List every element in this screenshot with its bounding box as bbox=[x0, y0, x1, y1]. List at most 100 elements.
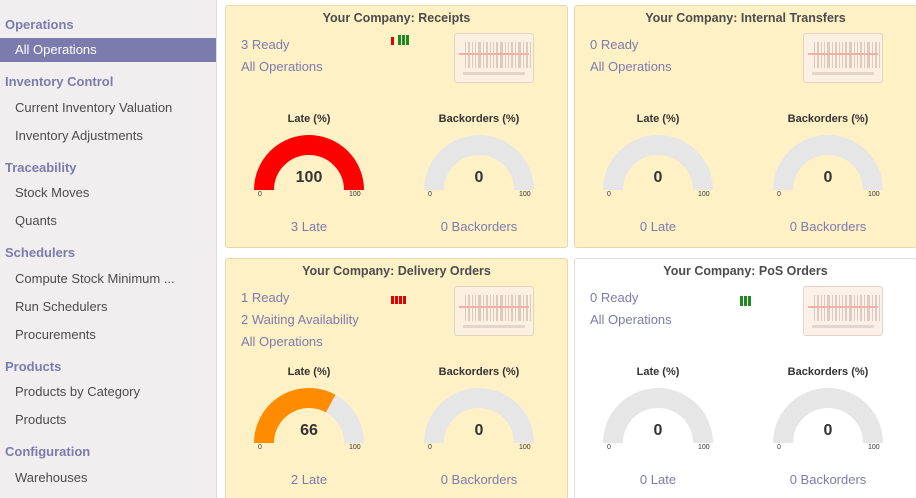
late-value: 0 bbox=[653, 422, 663, 439]
gauge-track bbox=[773, 388, 883, 444]
card-link[interactable]: All Operations bbox=[241, 59, 323, 74]
backorders-gauge-arc bbox=[424, 135, 534, 191]
sidebar-item[interactable]: Procurements bbox=[15, 327, 96, 342]
backorders-gauge-arc bbox=[773, 135, 883, 191]
backorders-value: 0 bbox=[474, 422, 484, 439]
backorders-label: Backorders (%) bbox=[438, 366, 520, 378]
sidebar-section-traceability: Traceability bbox=[5, 160, 77, 175]
status-bar bbox=[740, 296, 743, 306]
late-gauge: Late (%) 0 0 100 0 Late bbox=[598, 113, 718, 234]
sidebar-item[interactable]: Run Schedulers bbox=[15, 299, 108, 314]
card-link[interactable]: All Operations bbox=[590, 59, 672, 74]
backorders-value: 0 bbox=[823, 169, 833, 186]
operation-card: Your Company: Internal Transfers 0 Ready A… bbox=[574, 5, 916, 248]
late-value: 100 bbox=[295, 169, 323, 186]
status-bar bbox=[406, 35, 409, 45]
backorders-footer-link[interactable]: 0 Backorders bbox=[789, 472, 867, 487]
operation-card: Your Company: PoS Orders 0 Ready All Opera… bbox=[574, 258, 916, 498]
gauge-max-label: 100 bbox=[519, 444, 531, 451]
backorders-gauge: Backorders (%) 0 0 100 0 Backorders bbox=[419, 113, 539, 234]
late-gauge-arc bbox=[254, 388, 364, 444]
gauge-fill bbox=[254, 388, 336, 444]
backorders-footer-link[interactable]: 0 Backorders bbox=[440, 219, 518, 234]
backorders-label: Backorders (%) bbox=[787, 113, 869, 125]
gauge-max-label: 100 bbox=[698, 191, 710, 198]
late-gauge-arc bbox=[254, 135, 364, 191]
late-footer-link[interactable]: 0 Late bbox=[639, 472, 677, 487]
backorders-gauge-arc bbox=[424, 388, 534, 444]
sidebar-item[interactable]: Current Inventory Valuation bbox=[15, 100, 173, 115]
status-bar bbox=[391, 37, 394, 45]
barcode-icon bbox=[803, 33, 887, 83]
barcode-lines bbox=[459, 42, 538, 75]
gauge-max-label: 100 bbox=[519, 191, 531, 198]
sidebar: Operations All Operations Inventory Contro… bbox=[0, 0, 217, 498]
card-link[interactable]: 0 Ready bbox=[590, 290, 639, 305]
late-footer-link[interactable]: 2 Late bbox=[290, 472, 328, 487]
backorders-footer-link[interactable]: 0 Backorders bbox=[440, 472, 518, 487]
status-bars bbox=[391, 296, 406, 304]
status-bar bbox=[748, 296, 751, 306]
backorders-footer-link[interactable]: 0 Backorders bbox=[789, 219, 867, 234]
card-title[interactable]: Your Company: Receipts bbox=[322, 11, 471, 25]
late-gauge: Late (%) 0 0 100 0 Late bbox=[598, 366, 718, 487]
sidebar-item[interactable]: Warehouses bbox=[15, 470, 88, 485]
status-bar bbox=[403, 296, 406, 304]
backorders-gauge: Backorders (%) 0 0 100 0 Backorders bbox=[419, 366, 539, 487]
status-bar bbox=[744, 296, 747, 306]
backorders-gauge: Backorders (%) 0 0 100 0 Backorders bbox=[768, 366, 888, 487]
sidebar-section-products: Products bbox=[5, 359, 62, 374]
status-bars bbox=[740, 296, 751, 306]
sidebar-item[interactable]: Quants bbox=[15, 213, 57, 228]
late-gauge-arc bbox=[603, 388, 713, 444]
card-title[interactable]: Your Company: PoS Orders bbox=[663, 264, 828, 278]
barcode-icon bbox=[454, 286, 538, 336]
backorders-value: 0 bbox=[823, 422, 833, 439]
sidebar-item[interactable]: Stock Moves bbox=[15, 185, 90, 200]
sidebar-item[interactable]: Compute Stock Minimum ... bbox=[15, 271, 175, 286]
gauge-max-label: 100 bbox=[868, 444, 880, 451]
gauge-min-label: 0 bbox=[607, 444, 611, 451]
status-bar bbox=[398, 35, 401, 45]
status-bar bbox=[402, 35, 405, 45]
status-bar bbox=[399, 296, 402, 304]
late-label: Late (%) bbox=[636, 113, 680, 125]
gauge-min-label: 0 bbox=[428, 444, 432, 451]
card-link[interactable]: 3 Ready bbox=[241, 37, 290, 52]
card-link[interactable]: 0 Ready bbox=[590, 37, 639, 52]
sidebar-item[interactable]: All Operations bbox=[0, 38, 216, 62]
card-link[interactable]: All Operations bbox=[590, 312, 672, 327]
late-label: Late (%) bbox=[287, 113, 331, 125]
late-footer-link[interactable]: 0 Late bbox=[639, 219, 677, 234]
sidebar-section-schedulers: Schedulers bbox=[5, 245, 76, 260]
backorders-label: Backorders (%) bbox=[787, 366, 869, 378]
status-bar bbox=[395, 296, 398, 304]
sidebar-item[interactable]: Inventory Adjustments bbox=[15, 128, 143, 143]
gauge-min-label: 0 bbox=[258, 191, 262, 198]
card-link[interactable]: All Operations bbox=[241, 334, 323, 349]
sidebar-section-inventory-control: Inventory Control bbox=[5, 74, 114, 89]
barcode-icon bbox=[454, 33, 538, 83]
sidebar-item[interactable]: Products by Category bbox=[15, 384, 141, 399]
backorders-gauge-arc bbox=[773, 388, 883, 444]
gauge-min-label: 0 bbox=[777, 191, 781, 198]
card-title[interactable]: Your Company: Delivery Orders bbox=[302, 264, 491, 278]
gauge-min-label: 0 bbox=[777, 444, 781, 451]
card-link[interactable]: 2 Waiting Availability bbox=[241, 312, 359, 327]
card-link[interactable]: 1 Ready bbox=[241, 290, 290, 305]
gauge-min-label: 0 bbox=[428, 191, 432, 198]
gauge-max-label: 100 bbox=[349, 191, 361, 198]
late-footer-link[interactable]: 3 Late bbox=[290, 219, 328, 234]
operation-card: Your Company: Delivery Orders 1 Ready 2 Wa… bbox=[225, 258, 568, 498]
late-value: 0 bbox=[653, 169, 663, 186]
late-value: 66 bbox=[300, 422, 318, 439]
late-gauge: Late (%) 100 0 100 3 Late bbox=[249, 113, 369, 234]
barcode-lines bbox=[808, 295, 887, 328]
backorders-label: Backorders (%) bbox=[438, 113, 520, 125]
card-title[interactable]: Your Company: Internal Transfers bbox=[645, 11, 846, 25]
sidebar-section-operations: Operations bbox=[5, 17, 74, 32]
gauge-track bbox=[773, 135, 883, 191]
sidebar-item[interactable]: Products bbox=[15, 412, 67, 427]
gauge-max-label: 100 bbox=[698, 444, 710, 451]
backorders-gauge: Backorders (%) 0 0 100 0 Backorders bbox=[768, 113, 888, 234]
